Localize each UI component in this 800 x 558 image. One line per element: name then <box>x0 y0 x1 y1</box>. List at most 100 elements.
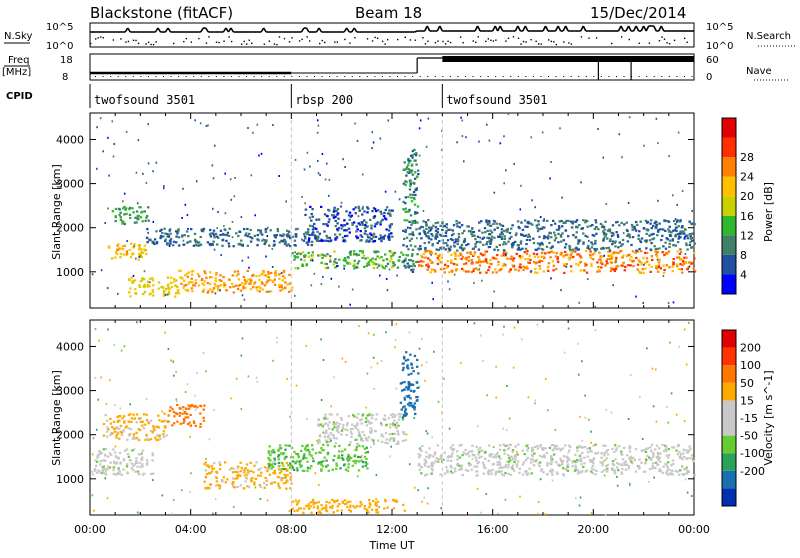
p-cell-3 <box>182 279 186 282</box>
v-cell-6 <box>400 408 403 411</box>
p-cell-4 <box>294 228 298 231</box>
p-cell-8 <box>455 268 458 271</box>
p-cell-6 <box>346 234 349 237</box>
p-cell-3 <box>270 290 273 293</box>
p-cell-3 <box>206 291 209 294</box>
v-cell-8 <box>640 461 643 464</box>
p-cell-8 <box>427 265 430 268</box>
p-cell-7 <box>403 237 406 240</box>
v-cell-8 <box>418 468 421 471</box>
v-cell-0 <box>106 468 109 471</box>
v-cell-4 <box>277 461 281 465</box>
nave-dot <box>200 76 202 77</box>
v-cell-8 <box>425 473 429 476</box>
p-cell-9 <box>675 229 678 233</box>
p-cell-2 <box>175 279 178 282</box>
p-cell-9 <box>500 231 503 234</box>
v-cell-2 <box>174 412 178 415</box>
p-cell-9 <box>639 240 643 244</box>
p-cell-9 <box>418 227 421 230</box>
p-cell-3 <box>183 284 186 287</box>
v-cell-8 <box>500 466 503 469</box>
v-scatter-cell <box>567 327 570 330</box>
v-cell-8 <box>670 473 673 476</box>
p-cell-3 <box>267 272 270 275</box>
p-cell-6 <box>372 236 375 239</box>
p-cell-6 <box>345 229 348 232</box>
nsearch-dot <box>555 43 557 46</box>
p-cell-6 <box>386 206 389 209</box>
nsky-trace-segment <box>157 27 162 33</box>
p-cell-4 <box>189 240 192 243</box>
p-cell-9 <box>686 248 689 251</box>
v-cell-8 <box>682 448 685 451</box>
p-cell-9 <box>528 235 531 238</box>
cpid-segment-label: twofsound 3501 <box>446 93 547 107</box>
nsearch-dot <box>291 37 293 39</box>
p-cell-6 <box>313 234 316 237</box>
p-cell-9 <box>430 238 433 241</box>
p-scatter-cell <box>163 187 165 190</box>
v-cell-1 <box>143 423 147 426</box>
v-cell-8 <box>458 444 461 447</box>
v-cell-4 <box>363 455 367 458</box>
v-cell-8 <box>678 473 681 476</box>
v-cell-3 <box>237 474 241 477</box>
v-cell-1 <box>106 426 109 429</box>
v-cell-0 <box>152 472 155 475</box>
v-cell-8 <box>611 468 614 472</box>
p-cell-3 <box>237 273 240 276</box>
p-cell-9 <box>424 232 427 235</box>
v-cell-8 <box>683 455 686 459</box>
v-cell-2 <box>182 418 186 421</box>
v-scatter-cell <box>107 328 109 331</box>
p-cell-9 <box>652 237 656 240</box>
p-scatter-cell <box>163 185 165 188</box>
p-cell-0 <box>117 243 120 246</box>
v-cell-8 <box>445 466 448 469</box>
p-scatter-cell <box>207 124 209 127</box>
p-cell-9 <box>601 224 604 227</box>
v-cell-8 <box>525 444 528 448</box>
p-cell-5 <box>371 260 374 263</box>
p-cell-8 <box>554 255 557 258</box>
p-scatter-cell <box>627 202 630 204</box>
p-scatter-cell <box>328 178 331 181</box>
v-cell-4 <box>282 452 286 455</box>
v-cell-3 <box>210 470 214 473</box>
v-cell-1 <box>115 436 118 439</box>
p-cell-9 <box>470 230 473 233</box>
p-cell-8 <box>467 256 471 259</box>
v-cell-7 <box>302 511 305 514</box>
p-scatter-cell <box>326 162 328 165</box>
v-cell-8 <box>601 464 604 467</box>
nave-dot <box>532 76 534 77</box>
p-scatter-cell <box>547 234 550 237</box>
p-cell-9 <box>546 237 550 240</box>
p-scatter-cell <box>336 265 338 267</box>
p-cell-6 <box>358 209 361 212</box>
p-scatter-cell <box>224 212 227 215</box>
v-cell-6 <box>401 368 405 372</box>
v-cell-2 <box>183 410 187 414</box>
p-cell-9 <box>434 234 438 237</box>
p-cell-6 <box>321 239 325 242</box>
v-cell-0 <box>95 464 98 468</box>
v-cell-8 <box>482 472 486 475</box>
p-cell-9 <box>630 243 633 247</box>
p-cell-5 <box>342 259 346 262</box>
v-cell-7 <box>308 507 311 510</box>
p-scatter-cell <box>96 167 98 170</box>
v-cell-6 <box>405 412 408 415</box>
p-scatter-cell <box>594 305 596 308</box>
p-cell-8 <box>630 256 633 259</box>
nave-dot <box>336 76 338 77</box>
p-cell-4 <box>278 241 281 244</box>
p-cell-9 <box>550 236 553 239</box>
p-scatter-cell <box>560 289 562 292</box>
v-cell-4 <box>308 467 312 470</box>
v-cell-8 <box>423 458 426 461</box>
nsearch-dot <box>621 36 623 38</box>
v-cell-8 <box>498 444 502 447</box>
nsearch-dot <box>409 39 412 41</box>
